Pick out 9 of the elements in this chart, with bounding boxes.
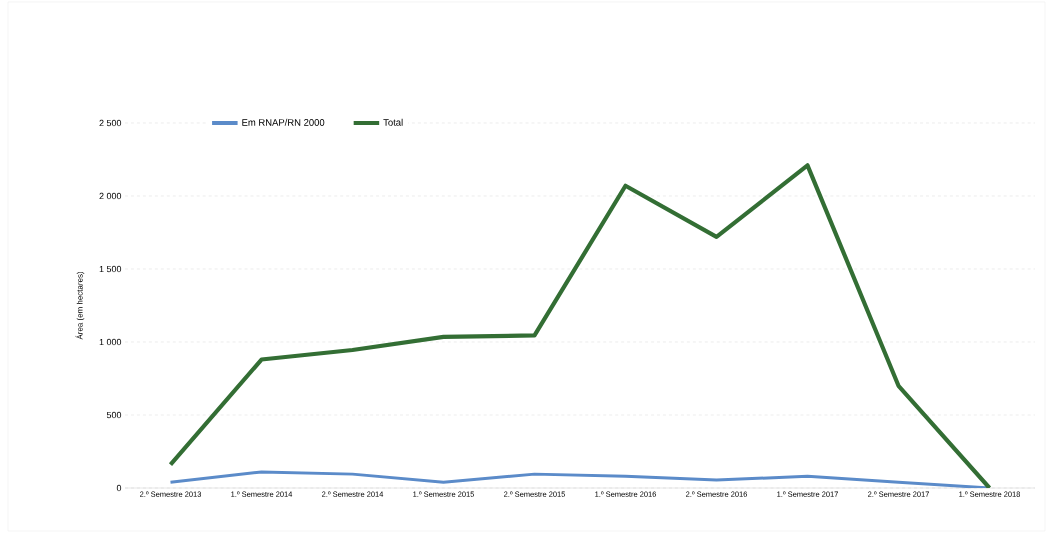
y-tick-label: 500 bbox=[106, 411, 122, 419]
legend-label: Em RNAP/RN 2000 bbox=[242, 118, 325, 126]
y-tick-label: 1 000 bbox=[99, 338, 122, 346]
y-tick-label: 2 000 bbox=[99, 192, 122, 200]
legend-label: Total bbox=[383, 118, 403, 126]
y-tick-label: 0 bbox=[116, 484, 122, 492]
y-tick-label: 1 500 bbox=[99, 265, 122, 273]
y-tick-label: 2 500 bbox=[99, 119, 122, 127]
line-series bbox=[168, 163, 992, 488]
